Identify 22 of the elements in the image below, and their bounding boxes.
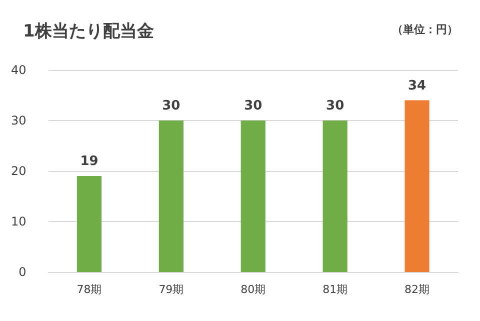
y-tick-label: 10 (10, 214, 26, 228)
data-label: 30 (162, 98, 180, 114)
data-label: 30 (244, 98, 262, 114)
data-label: 34 (408, 78, 426, 94)
x-tick-label: 82期 (404, 283, 430, 296)
y-tick-label: 20 (10, 164, 26, 178)
bar (240, 120, 266, 272)
bar (404, 100, 430, 272)
bar (322, 120, 348, 272)
y-tick-label: 30 (10, 114, 26, 128)
x-tick-label: 78期 (76, 283, 102, 296)
data-label: 19 (80, 154, 98, 170)
text: （単位：円） (392, 23, 458, 36)
bar (76, 176, 102, 272)
x-tick-label: 80期 (240, 283, 266, 296)
data-label: 30 (326, 98, 344, 114)
chart-title: 1株当たり配当金 (23, 22, 154, 42)
y-tick-label: 0 (18, 265, 26, 279)
x-tick-label: 79期 (158, 283, 184, 296)
y-tick-label: 40 (10, 63, 26, 77)
x-tick-label: 81期 (322, 283, 348, 296)
bar (158, 120, 184, 272)
